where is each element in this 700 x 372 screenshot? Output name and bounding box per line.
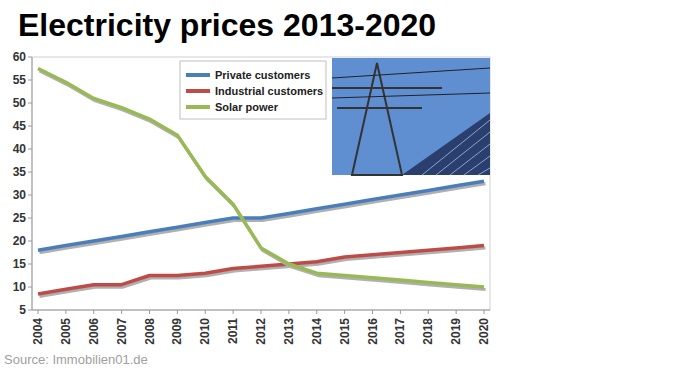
photo-panel-line: [450, 144, 490, 175]
photo-panel-line: [478, 168, 490, 175]
x-tick: [149, 310, 150, 314]
photo-sky: [332, 58, 490, 175]
x-tick: [261, 310, 262, 314]
legend-label: Private customers: [215, 69, 310, 81]
photo-wire: [332, 68, 490, 78]
y-tick-label: 40: [13, 142, 27, 156]
x-tick: [456, 310, 457, 314]
photo-panel: [402, 113, 490, 175]
photo: [332, 58, 490, 175]
legend-box: [180, 61, 326, 119]
x-tick: [93, 310, 94, 314]
x-tick-label: 2013: [282, 318, 296, 345]
y-tick: [28, 149, 32, 150]
x-tick-label: 2010: [198, 318, 212, 345]
y-tick: [28, 218, 32, 219]
x-tick-label: 2004: [31, 318, 45, 345]
x-tick: [344, 310, 345, 314]
y-tick: [28, 103, 32, 104]
photo-panel-line: [422, 120, 490, 175]
y-tick-label: 50: [13, 96, 27, 110]
x-tick: [372, 310, 373, 314]
series-line: [38, 181, 484, 250]
x-tick: [233, 310, 234, 314]
x-tick-label: 2006: [87, 318, 101, 345]
x-tick: [65, 310, 66, 314]
y-tick: [28, 310, 32, 311]
x-tick-label: 2011: [226, 318, 240, 344]
plot-frame: [32, 57, 490, 310]
y-tick: [28, 126, 32, 127]
source: Source: Immobilien01.de: [4, 352, 148, 367]
y-tick-label: 25: [13, 211, 27, 225]
x-tick: [205, 310, 206, 314]
x-tick-label: 2020: [477, 318, 491, 345]
x-tick-label: 2012: [254, 318, 268, 345]
photo-panel-line: [436, 132, 490, 175]
photo-wire: [332, 93, 490, 98]
y-tick-label: 60: [13, 50, 27, 64]
y-tick-label: 20: [13, 234, 27, 248]
x-tick: [38, 310, 39, 314]
x-tick-label: 2005: [59, 318, 73, 345]
y-tick: [28, 264, 32, 265]
y-tick-label: 30: [13, 188, 27, 202]
x-tick-label: 2017: [393, 318, 407, 345]
photo-pylon-arm: [337, 107, 422, 109]
photo-pylon-arm: [332, 87, 442, 89]
x-tick: [288, 310, 289, 314]
y-tick: [28, 195, 32, 196]
x-tick: [177, 310, 178, 314]
y-tick: [28, 80, 32, 81]
chart: Electricity prices 2013-2020 5 10 15 20 25 30 3…: [0, 0, 700, 372]
x-tick: [400, 310, 401, 314]
title: Electricity prices 2013-2020: [18, 7, 436, 43]
legend-swatch: [186, 73, 210, 77]
x-tick: [316, 310, 317, 314]
legend-label: Industrial customers: [215, 85, 323, 97]
x-tick-label: 2016: [366, 318, 380, 345]
y-tick: [28, 172, 32, 173]
x-tick: [484, 310, 485, 314]
x-tick-label: 2018: [421, 318, 435, 345]
y-tick: [28, 57, 32, 58]
legend-swatch: [186, 105, 210, 109]
line-shadow: [40, 248, 486, 296]
y-tick: [28, 241, 32, 242]
legend-label: Solar power: [215, 101, 279, 113]
x-tick-label: 2007: [115, 318, 129, 345]
x-tick: [428, 310, 429, 314]
y-tick-label: 45: [13, 119, 27, 133]
x-tick: [121, 310, 122, 314]
y-tick-label: 5: [19, 303, 26, 317]
y-tick: [28, 287, 32, 288]
x-tick-label: 2014: [310, 318, 324, 345]
y-tick-label: 55: [13, 73, 27, 87]
legend-swatch: [186, 89, 210, 93]
y-axis-line: [32, 57, 33, 310]
photo-panel-line: [464, 156, 490, 175]
y-tick-label: 35: [13, 165, 27, 179]
x-tick-label: 2015: [338, 318, 352, 345]
y-tick-label: 10: [13, 280, 27, 294]
x-tick-label: 2009: [170, 318, 184, 345]
series-line: [38, 246, 484, 294]
y-tick-label: 15: [13, 257, 27, 271]
legend: Private customers Industrial customers Sol…: [180, 61, 326, 119]
photo-pylon: [352, 63, 402, 175]
x-tick-label: 2008: [143, 318, 157, 345]
x-tick-label: 2019: [449, 318, 463, 345]
